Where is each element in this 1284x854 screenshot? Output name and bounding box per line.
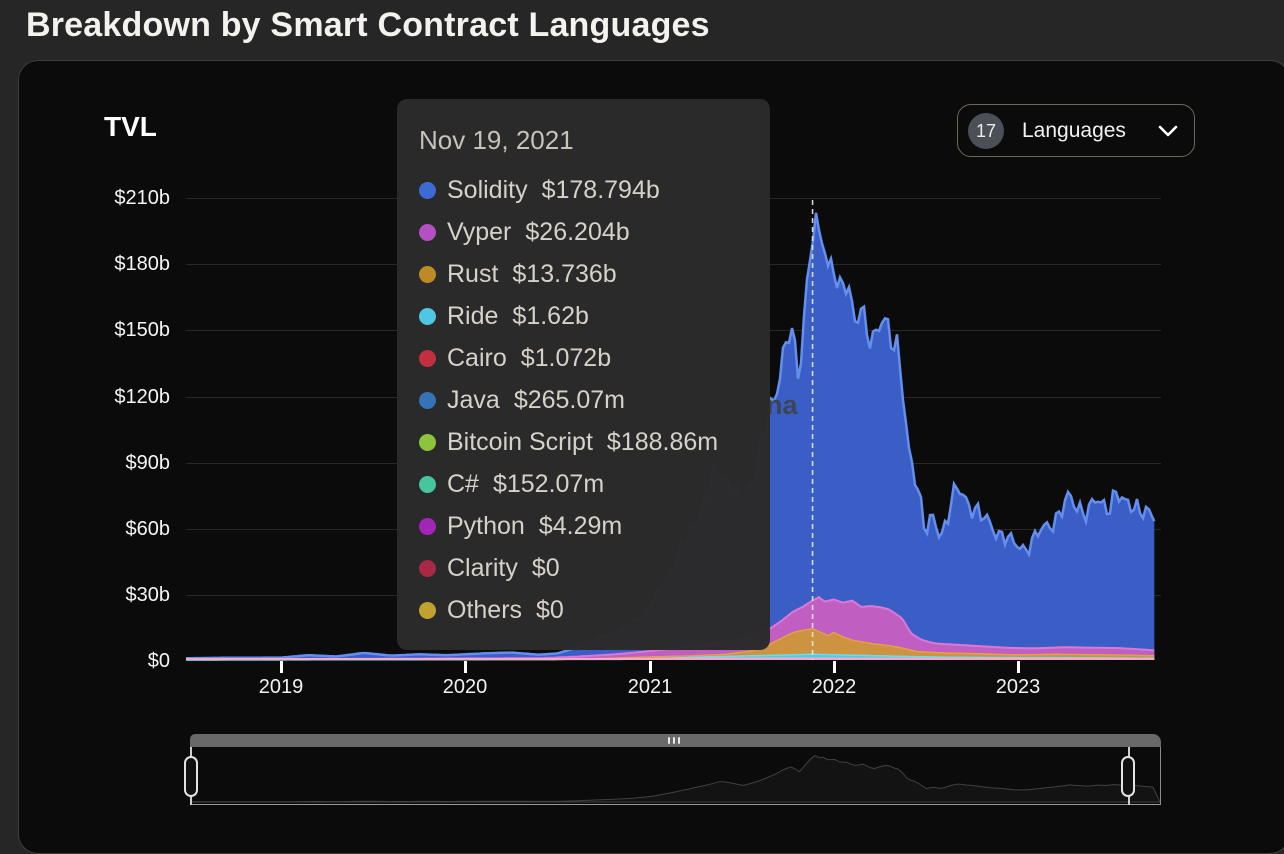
tooltip-row: Clarity $0 (419, 547, 750, 589)
y-axis-label: $210b (114, 187, 170, 209)
area-rust (186, 628, 1155, 660)
series-value: $13.736b (512, 259, 617, 288)
series-value: $152.07m (492, 469, 605, 498)
brush-minimap[interactable] (190, 747, 1161, 805)
y-axis-label: $0 (147, 650, 170, 672)
languages-count-badge: 17 (968, 112, 1004, 149)
y-axis-label: $30b (125, 584, 171, 606)
x-axis-tick (280, 661, 283, 673)
tooltip-row: Python $4.29m (419, 505, 750, 547)
languages-dropdown[interactable]: 17 Languages (957, 104, 1195, 157)
series-name: Cairo (447, 343, 507, 372)
series-name: Java (447, 385, 500, 414)
minimap-area (190, 755, 1161, 803)
series-value: $178.794b (541, 175, 660, 204)
series-name: Python (447, 511, 525, 540)
series-name: Vyper (447, 217, 512, 246)
languages-dropdown-label: Languages (1022, 118, 1126, 142)
area-solidity (186, 212, 1155, 660)
series-name: C# (447, 469, 479, 498)
x-axis-label: 2019 (258, 676, 304, 698)
watermark-fragment: na (766, 390, 798, 420)
series-value: $0 (536, 595, 564, 624)
y-axis-label: $90b (125, 452, 171, 474)
tooltip-date: Nov 19, 2021 (419, 125, 574, 155)
series-value: $0 (531, 553, 560, 582)
y-axis-label: $150b (114, 319, 170, 341)
chart-tooltip: Nov 19, 2021 Solidity $178.794b Vyper $26.2… (397, 99, 770, 650)
x-axis-label: 2021 (627, 676, 673, 698)
tooltip-row: Rust $13.736b (419, 253, 750, 295)
tooltip-row: Vyper $26.204b (419, 211, 750, 253)
series-name: Clarity (447, 553, 518, 582)
series-value: $1.62b (512, 301, 589, 330)
series-name: Bitcoin Script (447, 427, 593, 456)
tooltip-row: C# $152.07m (419, 463, 750, 505)
y-axis-label: $120b (114, 386, 170, 408)
minimap-silhouette (190, 755, 1161, 803)
series-color-dot (419, 265, 436, 283)
series-color-dot (419, 559, 436, 577)
tooltip-row: Bitcoin Script $188.86m (419, 421, 750, 463)
chevron-down-icon (1158, 125, 1178, 137)
series-color-dot (419, 433, 436, 451)
area-vyper (186, 597, 1155, 660)
tooltip-row: Ride $1.62b (419, 295, 750, 337)
stroke-base (186, 657, 1155, 660)
x-axis-tick (649, 661, 652, 673)
x-axis-tick (464, 661, 467, 673)
chart-title: TVL (104, 111, 157, 142)
series-name: Rust (447, 259, 499, 288)
series-color-dot (419, 517, 436, 535)
series-color-dot (419, 181, 436, 199)
y-axis-label: $180b (114, 253, 170, 275)
y-axis-label: $60b (125, 518, 171, 540)
x-axis-label: 2022 (811, 676, 857, 698)
tooltip-row: Others $0 (419, 589, 750, 631)
series-color-dot (419, 307, 436, 325)
series-name: Others (447, 595, 523, 624)
x-axis-label: 2020 (442, 676, 488, 698)
brush-handle-right[interactable] (1121, 756, 1135, 797)
x-axis-label: 2023 (995, 676, 1041, 698)
series-value: $188.86m (606, 427, 719, 456)
tooltip-rows: Solidity $178.794b Vyper $26.204b Rust $13.73… (419, 169, 750, 631)
brush-bar[interactable] (190, 734, 1161, 747)
series-value: $265.07m (513, 385, 626, 414)
x-axis-tick (833, 661, 836, 673)
brush-grip-icon (668, 737, 680, 744)
x-axis-tick (1017, 661, 1020, 673)
tooltip-row: Solidity $178.794b (419, 169, 750, 211)
tooltip-row: Cairo $1.072b (419, 337, 750, 379)
series-color-dot (419, 349, 436, 367)
series-value: $4.29m (538, 511, 623, 540)
series-name: Solidity (447, 175, 528, 204)
series-name: Ride (447, 301, 499, 330)
series-color-dot (419, 475, 436, 493)
series-color-dot (419, 223, 436, 241)
series-color-dot (419, 391, 436, 409)
page-title: Breakdown by Smart Contract Languages (26, 6, 710, 44)
series-value: $26.204b (525, 217, 630, 246)
series-color-dot (419, 601, 436, 619)
brush-handle-left[interactable] (184, 756, 198, 797)
tooltip-row: Java $265.07m (419, 379, 750, 421)
series-value: $1.072b (520, 343, 612, 372)
